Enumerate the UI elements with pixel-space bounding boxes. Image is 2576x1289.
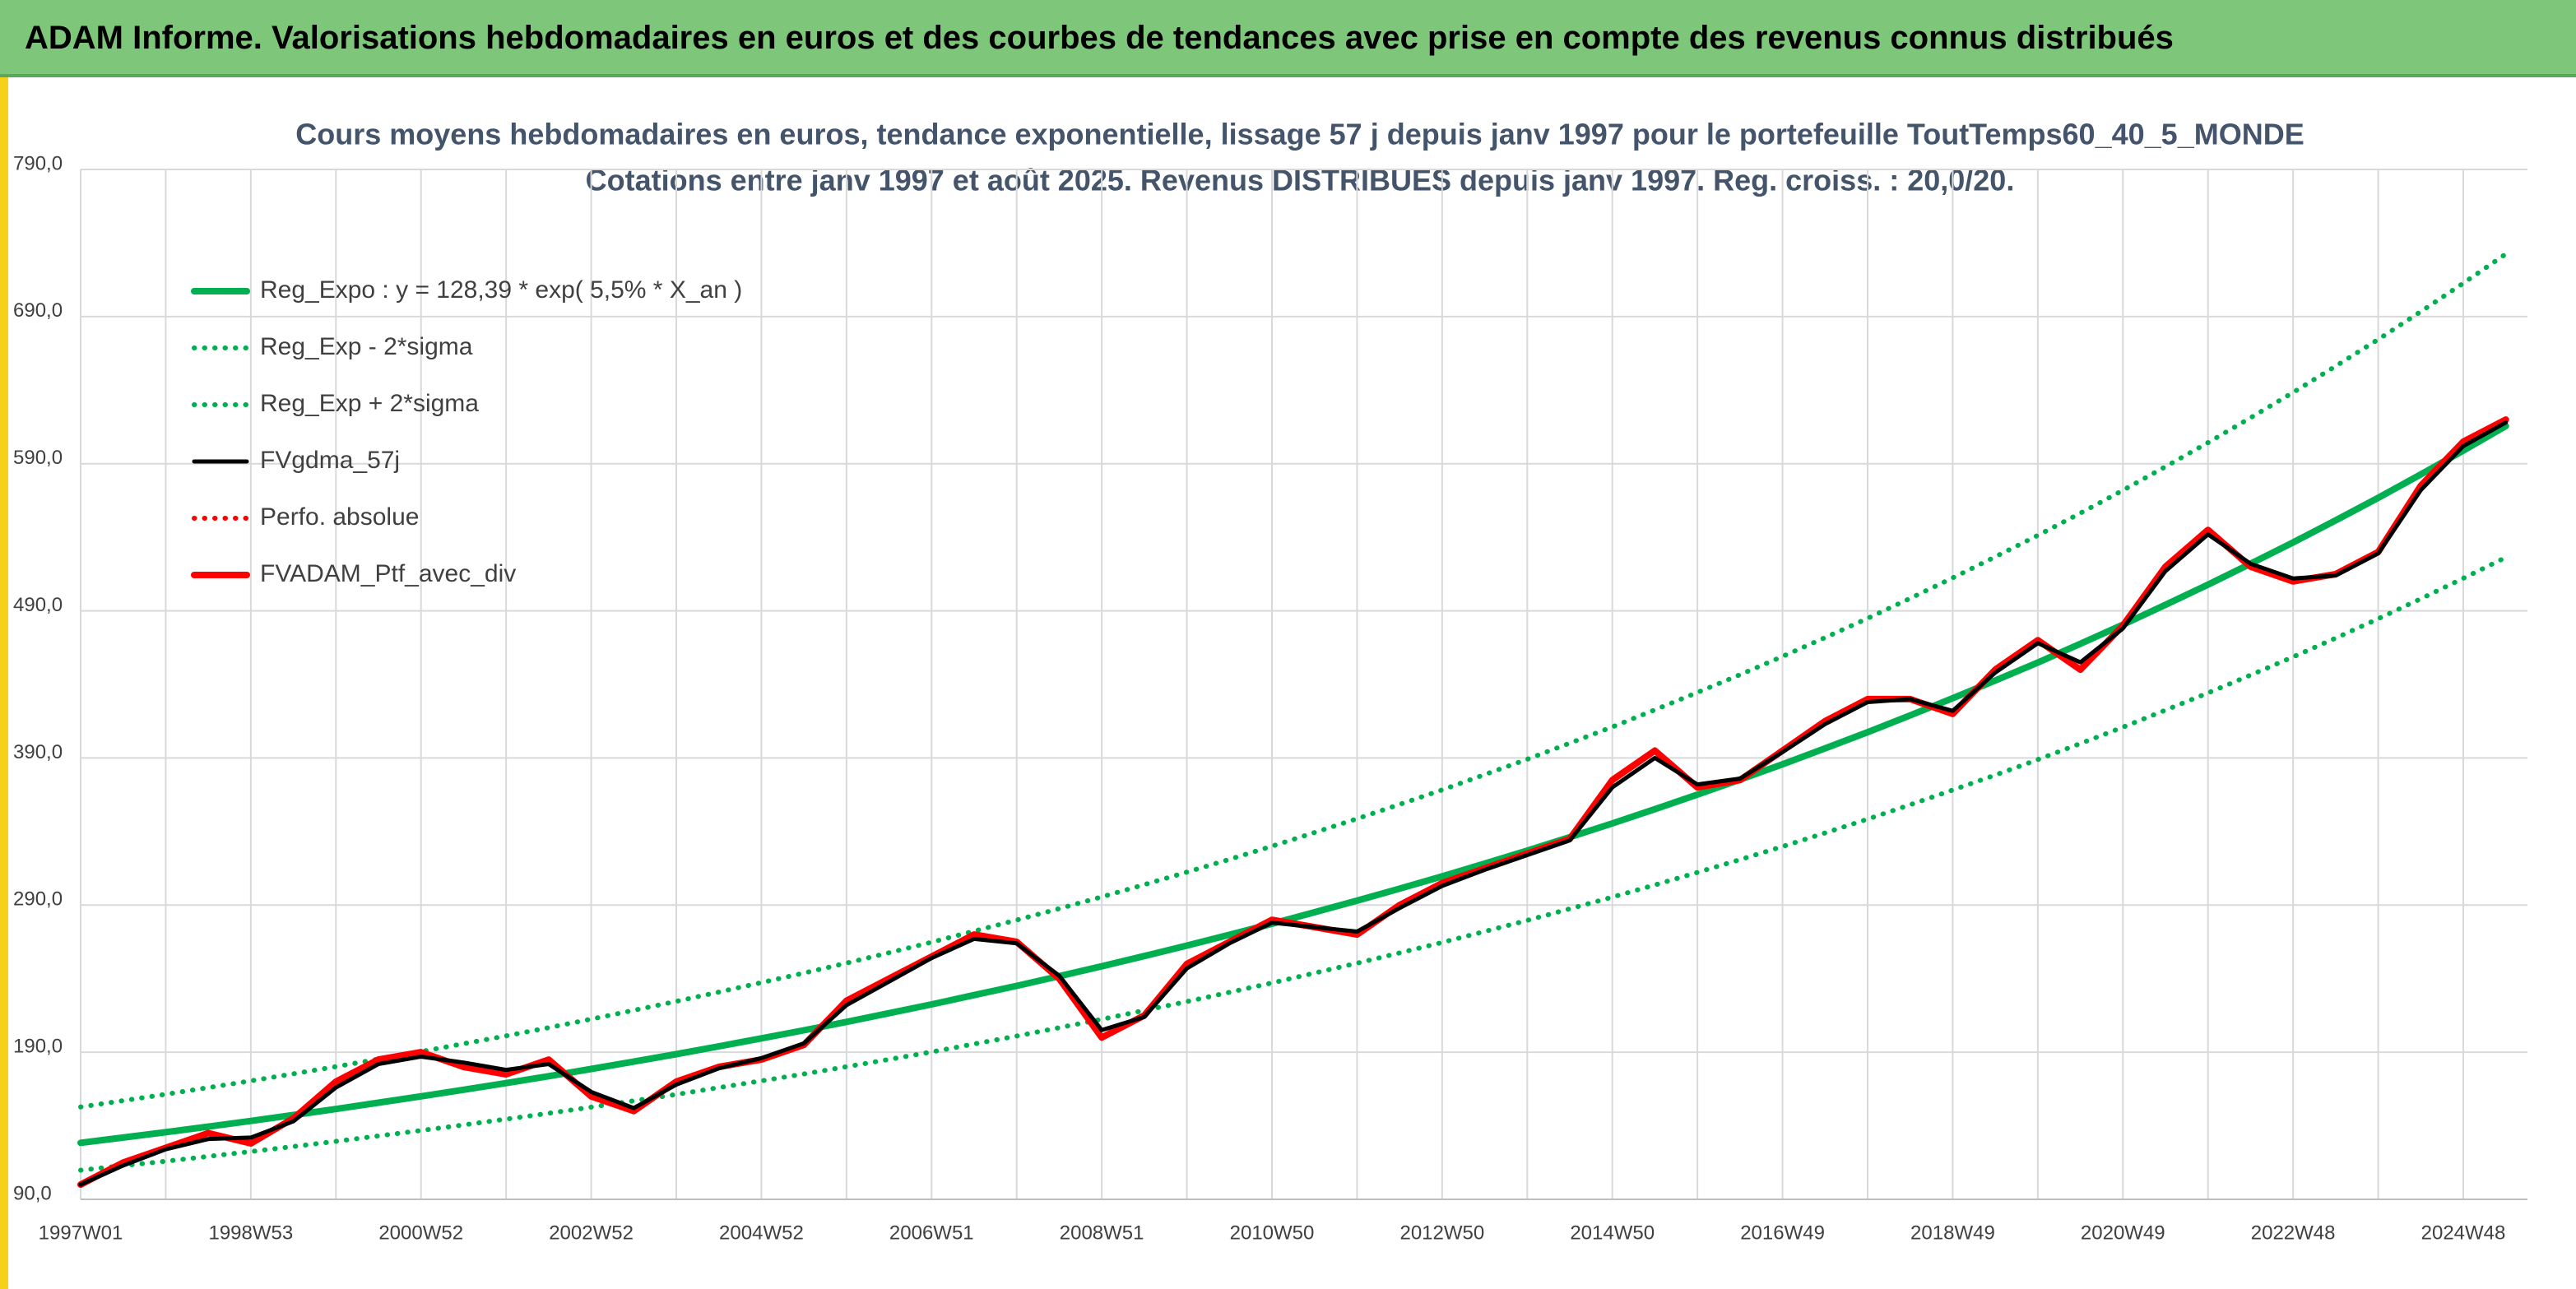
x-tick-label: 1997W01: [39, 1222, 123, 1244]
y-tick-label: 90,0: [13, 1182, 52, 1204]
series-line: [78, 420, 2509, 1187]
series-line: [77, 422, 2509, 1147]
x-tick-label: 2008W51: [1060, 1222, 1144, 1244]
y-tick-label: 590,0: [13, 447, 63, 469]
legend-label: FVgdma_57j: [260, 447, 400, 474]
x-tick-label: 2006W51: [889, 1222, 974, 1244]
x-tick-label: 2024W48: [2421, 1222, 2506, 1244]
series-line: [77, 416, 2509, 1189]
legend-label: Perfo. absolue: [260, 503, 419, 531]
x-tick-label: 2020W49: [2081, 1222, 2165, 1244]
x-tick-label: 2016W49: [1740, 1222, 1825, 1244]
chart-title: Cours moyens hebdomadaires en euros, ten…: [295, 118, 2304, 151]
x-tick-label: 2012W50: [1399, 1222, 1484, 1244]
x-tick-label: 2010W50: [1230, 1222, 1315, 1244]
x-tick-label: 2014W50: [1570, 1222, 1655, 1244]
legend-label: Reg_Exp + 2*sigma: [260, 390, 479, 417]
x-tick-label: 2018W49: [1910, 1222, 1995, 1244]
x-tick-label: 2000W52: [378, 1222, 463, 1244]
left-edge: [0, 77, 8, 1289]
x-tick-label: 1998W53: [208, 1222, 293, 1244]
y-tick-label: 490,0: [13, 594, 63, 616]
series-line: [78, 554, 2509, 1173]
legend-label: Reg_Expo : y = 128,39 * exp( 5,5% * X_an…: [260, 276, 742, 304]
y-tick-label: 690,0: [13, 299, 63, 322]
x-tick-label: 2004W52: [719, 1222, 804, 1244]
x-tick-label: 2002W52: [549, 1222, 634, 1244]
x-tick-label: 2022W48: [2251, 1222, 2336, 1244]
y-tick-label: 790,0: [13, 152, 63, 174]
legend-label: FVADAM_Ptf_avec_div: [260, 560, 516, 587]
chart: Cours moyens hebdomadaires en euros, ten…: [13, 118, 2527, 1244]
series-line: [78, 251, 2509, 1110]
header-title: ADAM Informe. Valorisations hebdomadaire…: [25, 20, 2174, 56]
series-line: [78, 417, 2509, 1188]
legend-label: Reg_Exp - 2*sigma: [260, 333, 473, 360]
header-bar: ADAM Informe. Valorisations hebdomadaire…: [0, 0, 2576, 77]
y-tick-label: 290,0: [13, 888, 63, 911]
y-tick-label: 390,0: [13, 741, 63, 763]
chart-subtitle: Cotations entre janv 1997 et août 2025. …: [586, 164, 2015, 197]
y-tick-label: 190,0: [13, 1035, 63, 1057]
